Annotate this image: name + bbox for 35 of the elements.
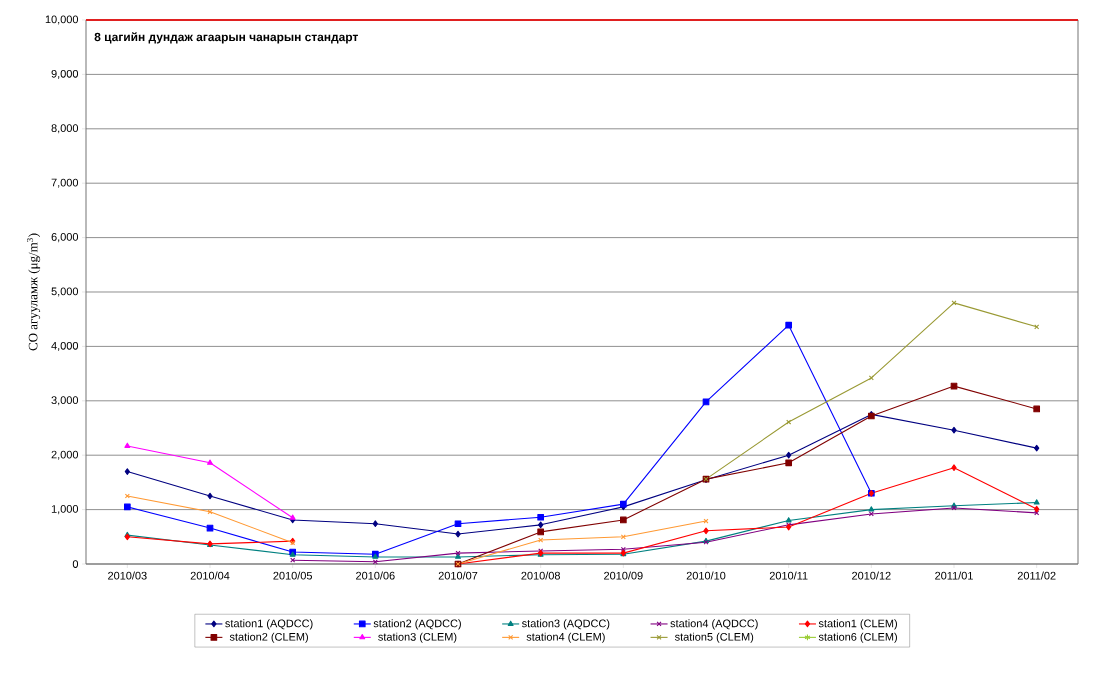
x-tick-label: 2011/02	[1017, 571, 1056, 580]
x-tick-label: 2010/04	[190, 571, 230, 580]
legend-label: station5 (CLEM)	[674, 632, 754, 643]
x-tick-label: 2010/08	[521, 571, 560, 580]
x-tick-label: 2010/07	[438, 571, 478, 580]
y-tick-label: 10,000	[45, 15, 79, 25]
legend-label: station1 (AQDCC)	[225, 619, 313, 630]
legend-label: station3 (AQDCC)	[522, 619, 610, 630]
legend-label: station4 (CLEM)	[526, 632, 605, 643]
legend-label: station6 (CLEM)	[818, 632, 897, 643]
legend-label: station1 (CLEM)	[818, 619, 897, 630]
x-tick-label: 2010/05	[273, 571, 312, 580]
x-tick-label: 2011/01	[935, 571, 973, 580]
y-tick-label: 4,000	[51, 341, 79, 351]
ref-line-label: 8 цагийн дундаж агаарын чанарын стандарт	[94, 32, 358, 44]
x-tick-label: 2010/09	[604, 571, 643, 580]
legend-label: station2 (AQDCC)	[373, 619, 461, 630]
legend-label: station4 (AQDCC)	[670, 619, 758, 630]
y-tick-label: 6,000	[51, 233, 79, 243]
y-tick-label: 1,000	[51, 505, 79, 515]
y-tick-label: 0	[72, 560, 79, 568]
y-tick-label: 5,000	[51, 287, 79, 297]
y-axis-title: CO агууламж (μg/m$^{3}$)	[26, 233, 41, 351]
legend-label: station3 (CLEM)	[378, 632, 457, 643]
legend-label: station2 (CLEM)	[229, 632, 308, 643]
y-tick-label: 8,000	[51, 124, 79, 134]
y-tick-label: 2,000	[51, 450, 79, 460]
x-tick-label: 2010/11	[769, 571, 808, 580]
y-tick-label: 9,000	[51, 69, 79, 79]
y-tick-label: 3,000	[51, 396, 79, 406]
x-tick-label: 2010/12	[852, 571, 891, 580]
x-tick-label: 2010/03	[108, 571, 147, 580]
x-tick-label: 2010/06	[356, 571, 395, 580]
y-tick-label: 7,000	[51, 178, 79, 188]
x-tick-label: 2010/10	[686, 571, 726, 580]
